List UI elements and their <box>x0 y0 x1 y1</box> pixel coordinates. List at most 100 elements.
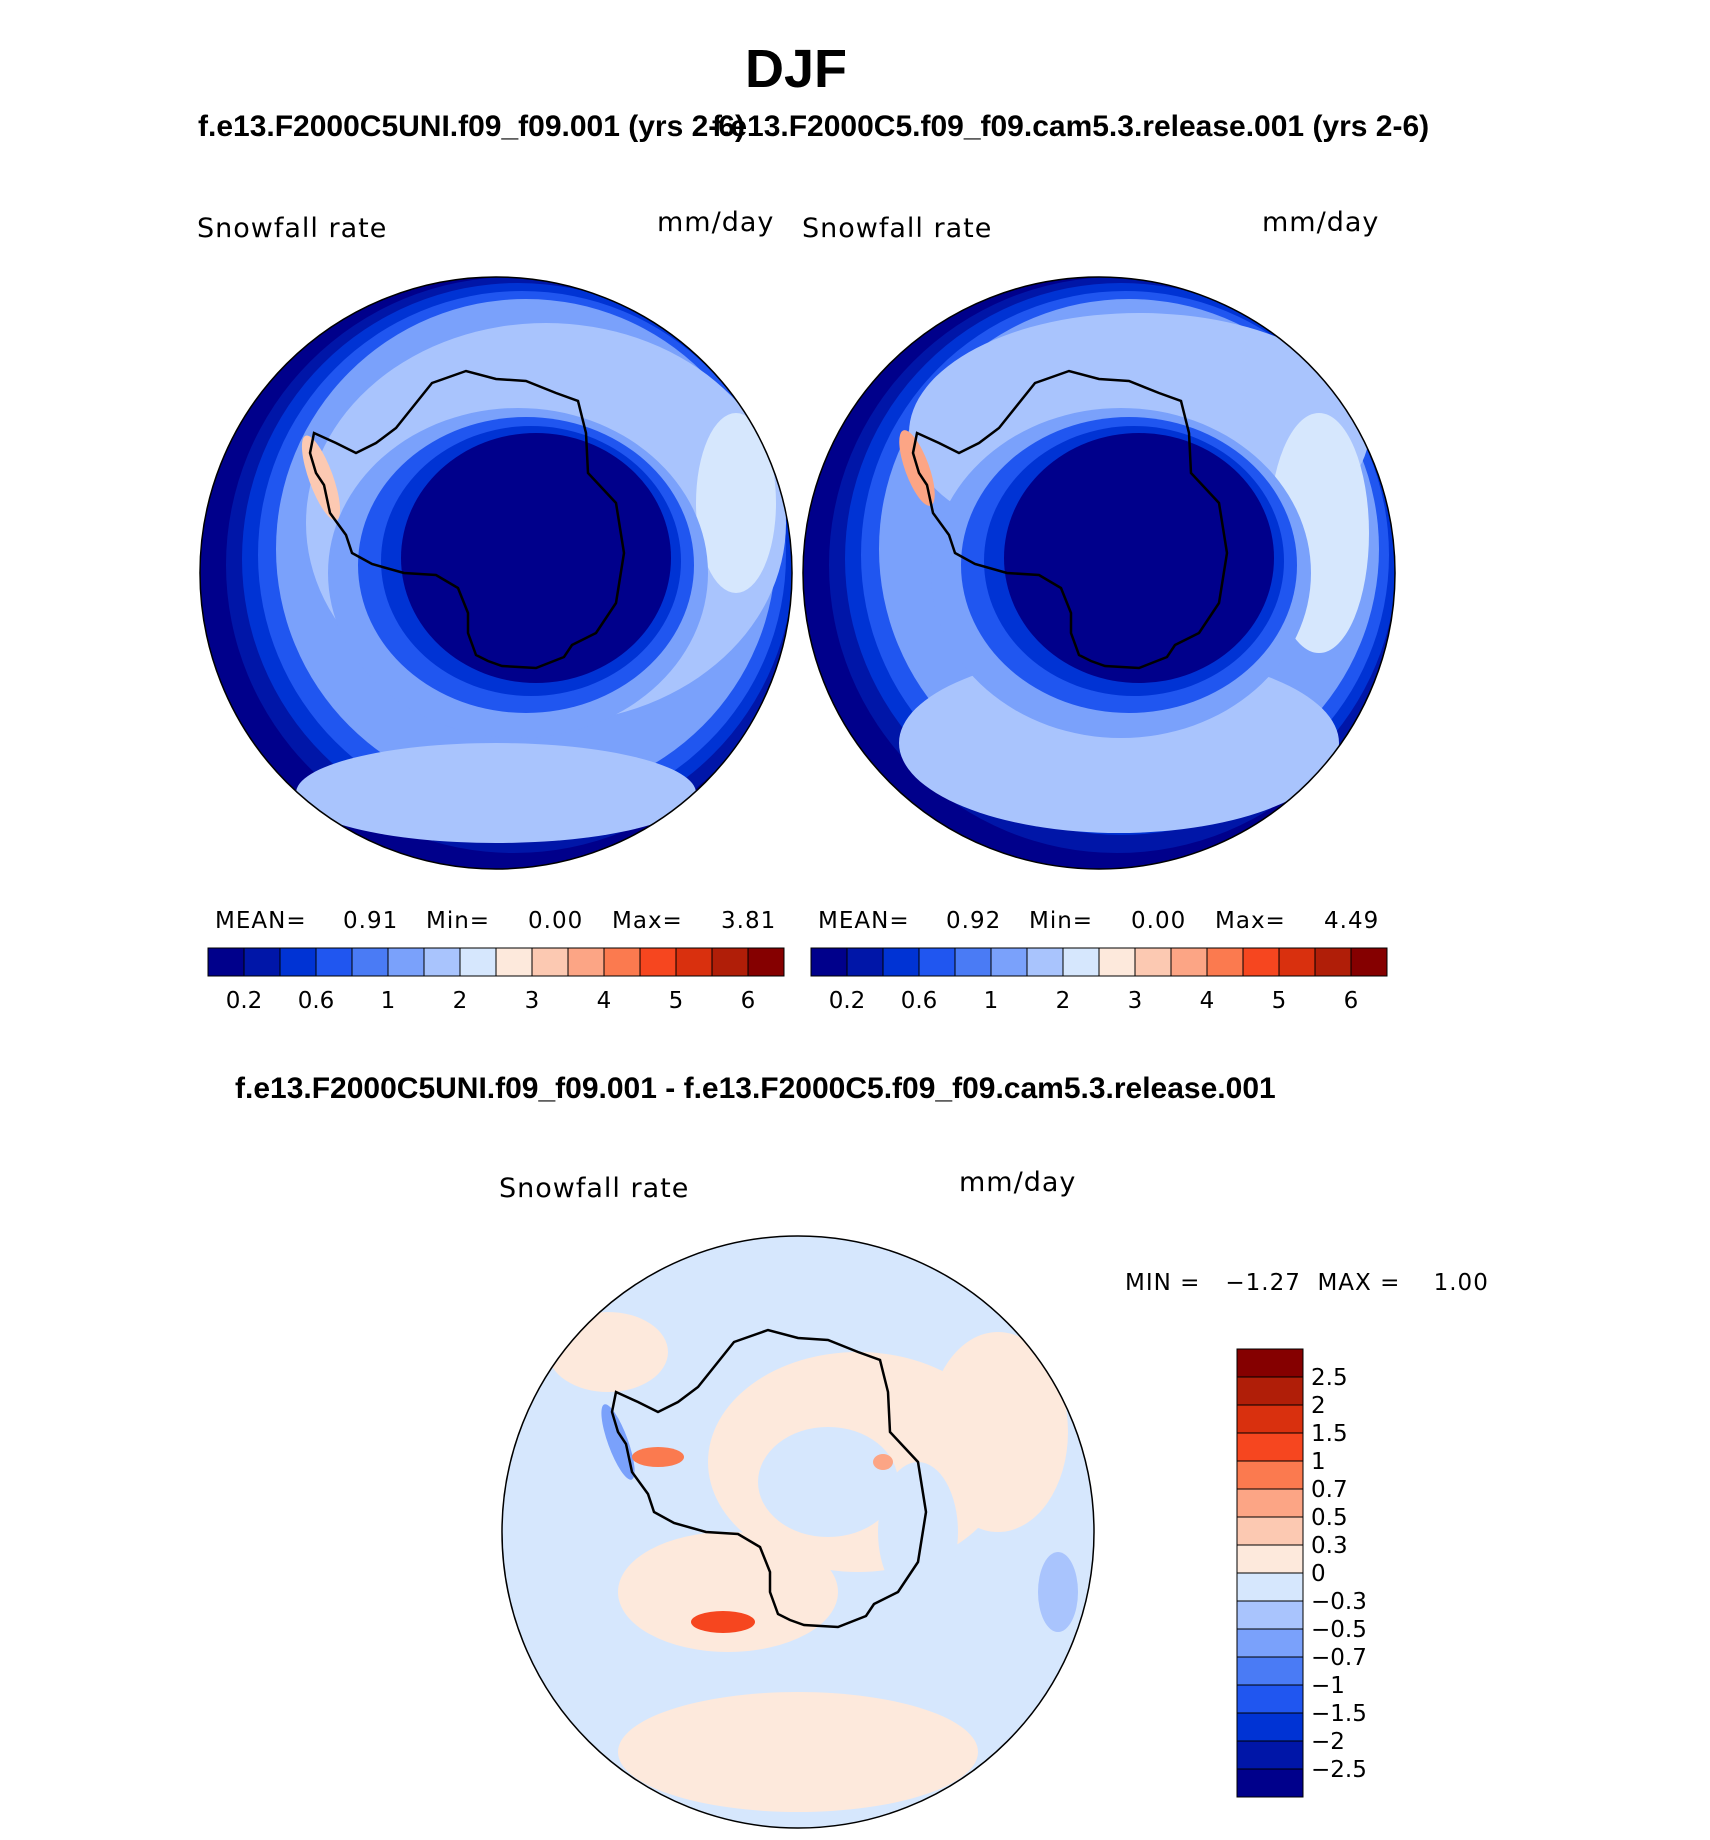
colorbar1-tick-label: 4 <box>597 988 612 1014</box>
panel2-max-value: 4.49 <box>1324 908 1380 934</box>
panel1-mean-label: MEAN= <box>215 908 307 934</box>
diff-field-negative-3 <box>1038 1552 1078 1632</box>
map1-antarctica-coastline <box>308 369 626 670</box>
colorbar-diff-tick-label: 0 <box>1311 1561 1326 1587</box>
panel2-mean-label: MEAN= <box>818 908 910 934</box>
diff-units-label: mm/day <box>959 1167 1077 1198</box>
map2-antarctica-coastline <box>911 369 1229 670</box>
colorbar-panel-1: 0.2 0.6 1 2 3 4 5 6 <box>207 947 785 1014</box>
colorbar1-swatch-10 <box>567 947 605 977</box>
colorbar-diff-swatch-0 <box>1236 1348 1304 1378</box>
colorbar-diff-swatch-10 <box>1236 1628 1304 1658</box>
colorbar-diff-swatch-13 <box>1236 1712 1304 1742</box>
colorbar2-swatch-6 <box>1026 947 1064 977</box>
colorbar1-tick-label: 0.2 <box>226 988 263 1014</box>
colorbar2-tick-label: 4 <box>1200 988 1215 1014</box>
colorbar-diff-swatch-4 <box>1236 1460 1304 1490</box>
colorbar1-swatch-14 <box>711 947 749 977</box>
colorbar-diff-swatch-5 <box>1236 1488 1304 1518</box>
colorbar2-tick-label: 2 <box>1056 988 1071 1014</box>
colorbar1-tick-label: 2 <box>453 988 468 1014</box>
panel1-variable-label: Snowfall rate <box>197 213 388 244</box>
colorbar-diff-tick-label: 0.5 <box>1311 1505 1348 1531</box>
panel2-max-label: Max= <box>1215 908 1286 934</box>
colorbar-panel-2: 0.2 0.6 1 2 3 4 5 6 <box>810 947 1388 1014</box>
colorbar1-swatch-11 <box>603 947 641 977</box>
colorbar1-swatch-6 <box>423 947 461 977</box>
colorbar2-swatch-12 <box>1242 947 1280 977</box>
colorbar-diff-tick-label: 0.7 <box>1311 1477 1348 1503</box>
colorbar-diff-swatch-2 <box>1236 1404 1304 1434</box>
colorbar1-swatch-7 <box>459 947 497 977</box>
colorbar1-swatch-4 <box>351 947 389 977</box>
diff-field-negative-4 <box>601 1404 635 1480</box>
diff-variable-label: Snowfall rate <box>499 1173 690 1204</box>
colorbar1-swatch-8 <box>495 947 533 977</box>
panel1-min-label: Min= <box>426 908 491 934</box>
diff-field-maximum-2 <box>691 1611 755 1633</box>
map-panel-1 <box>199 276 793 870</box>
colorbar1-tick-label: 0.6 <box>298 988 335 1014</box>
colorbar-diff-tick-label: −1 <box>1311 1673 1345 1699</box>
colorbar-diff: 2.521.510.70.50.30−0.3−0.5−0.7−1−1.5−2−2… <box>1236 1348 1367 1798</box>
diff-title: f.e13.F2000C5UNI.f09_f09.001 - f.e13.F20… <box>235 1072 1276 1105</box>
colorbar-diff-tick-label: −2 <box>1311 1729 1345 1755</box>
panel2-units-label: mm/day <box>1262 207 1380 238</box>
colorbar2-swatch-7 <box>1062 947 1100 977</box>
colorbar-diff-swatch-7 <box>1236 1544 1304 1574</box>
colorbar2-tick-label: 6 <box>1344 988 1359 1014</box>
colorbar2-swatch-2 <box>882 947 920 977</box>
colorbar2-swatch-3 <box>918 947 956 977</box>
panel2-min-label: Min= <box>1029 908 1094 934</box>
colorbar-diff-swatch-6 <box>1236 1516 1304 1546</box>
panel2-min-value: 0.00 <box>1131 908 1187 934</box>
map1-field-level-11 <box>401 433 671 683</box>
colorbar1-swatch-15 <box>747 947 785 977</box>
diff-boundary <box>501 1235 1095 1829</box>
map-panel-2 <box>802 276 1396 870</box>
map1-boundary <box>199 276 793 870</box>
colorbar-diff-swatch-15 <box>1236 1768 1304 1798</box>
colorbar2-tick-label: 0.6 <box>901 988 938 1014</box>
diff-field-maximum-1 <box>632 1447 684 1467</box>
colorbar-diff-swatch-12 <box>1236 1684 1304 1714</box>
colorbar-diff-tick-label: −0.3 <box>1311 1589 1367 1615</box>
colorbar2-swatch-5 <box>990 947 1028 977</box>
colorbar1-tick-label: 6 <box>741 988 756 1014</box>
colorbar2-swatch-15 <box>1350 947 1388 977</box>
subtitle-right: f.e13.F2000C5.f09_f09.cam5.3.release.001… <box>712 110 1430 143</box>
panel1-min-value: 0.00 <box>528 908 584 934</box>
colorbar1-swatch-12 <box>639 947 677 977</box>
panel1-max-label: Max= <box>612 908 683 934</box>
map1-field-level-6 <box>296 743 696 843</box>
colorbar1-swatch-2 <box>279 947 317 977</box>
panel2-mean-value: 0.92 <box>946 908 1002 934</box>
subtitle-left: f.e13.F2000C5UNI.f09_f09.001 (yrs 2-6) <box>198 110 745 143</box>
colorbar2-swatch-11 <box>1206 947 1244 977</box>
page-title: DJF <box>745 39 848 99</box>
colorbar-diff-tick-label: −0.7 <box>1311 1645 1367 1671</box>
colorbar2-tick-label: 5 <box>1272 988 1287 1014</box>
colorbar-diff-tick-label: 2.5 <box>1311 1365 1348 1391</box>
colorbar2-swatch-8 <box>1098 947 1136 977</box>
colorbar-diff-tick-label: 1 <box>1311 1449 1326 1475</box>
colorbar1-tick-label: 3 <box>525 988 540 1014</box>
colorbar-diff-tick-label: −0.5 <box>1311 1617 1367 1643</box>
colorbar-diff-swatch-14 <box>1236 1740 1304 1770</box>
diff-field-positive-5 <box>548 1312 668 1392</box>
colorbar2-swatch-14 <box>1314 947 1352 977</box>
map1-field-level-7 <box>696 413 776 593</box>
diff-field-negative-2 <box>878 1462 958 1602</box>
colorbar-diff-tick-label: −1.5 <box>1311 1701 1367 1727</box>
diff-minmax-label: MIN = −1.27 MAX = 1.00 <box>1125 1270 1489 1296</box>
colorbar-diff-swatch-11 <box>1236 1656 1304 1686</box>
diff-field-positive-3 <box>618 1692 978 1812</box>
colorbar-diff-tick-label: 0.3 <box>1311 1533 1348 1559</box>
colorbar2-swatch-4 <box>954 947 992 977</box>
colorbar-diff-swatch-9 <box>1236 1600 1304 1630</box>
diff-field-negative-1 <box>758 1427 898 1537</box>
panel1-units-label: mm/day <box>657 207 775 238</box>
colorbar2-tick-label: 1 <box>984 988 999 1014</box>
colorbar2-swatch-9 <box>1134 947 1172 977</box>
map2-field-level-11 <box>1004 433 1274 683</box>
